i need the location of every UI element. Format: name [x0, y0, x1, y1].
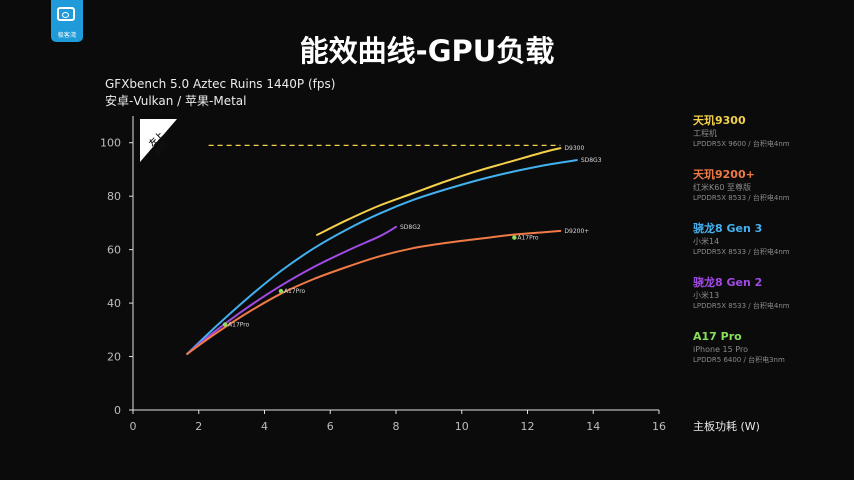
legend-item: 骁龙8 Gen 3 小米14 LPDDR5X 8533 / 台积电4nm	[693, 222, 851, 276]
badge-triangle	[140, 119, 177, 162]
x-tick-label: 4	[261, 420, 268, 433]
series-line-d9300	[316, 147, 562, 236]
x-tick-label: 16	[652, 420, 666, 433]
legend-item-name: 天玑9300	[693, 114, 746, 127]
series-line-d9200	[186, 229, 562, 355]
legend-item-name: 天玑9200+	[693, 168, 755, 181]
y-tick-label: 100	[100, 137, 121, 150]
legend-item: 天玑9300 工程机 LPDDR5X 9600 / 台积电4nm	[693, 114, 851, 168]
legend-item-spec: LPDDR5X 8533 / 台积电4nm	[693, 248, 790, 256]
page-title: 能效曲线-GPU负载	[299, 34, 555, 68]
legend-item-spec: LPDDR5 6400 / 台积电3nm	[693, 356, 785, 364]
legend-item-device: 红米K60 至尊版	[693, 183, 751, 192]
x-tick-label: 10	[455, 420, 469, 433]
a17-point	[512, 235, 517, 240]
a17-point	[222, 322, 228, 327]
series-end-label-d9200: D9200+	[564, 228, 589, 235]
series-end-label-sd8g2: SD8G2	[400, 224, 421, 231]
series-line-sd8g3	[186, 159, 578, 355]
y-tick-label: 80	[107, 190, 121, 203]
a17-point-label: A17Pro	[284, 288, 306, 295]
a17-point	[278, 288, 284, 294]
legend-item-device: iPhone 15 Pro	[693, 345, 748, 354]
legend-item-device: 小米14	[693, 237, 720, 246]
legend: 天玑9300 工程机 LPDDR5X 9600 / 台积电4nm 天玑9200+ 红米K…	[693, 114, 851, 384]
series-end-label-sd8g3: SD8G3	[581, 157, 602, 164]
a17-point-label: A17Pro	[228, 321, 250, 328]
logo: 极客湾	[51, 0, 83, 42]
legend-item: A17 Pro iPhone 15 Pro LPDDR5 6400 / 台积电3nm	[693, 330, 851, 384]
x-tick-label: 0	[130, 420, 137, 433]
chart-subtitle-benchmark: GFXbench 5.0 Aztec Ruins 1440P (fps)	[105, 77, 336, 91]
series-end-label-d9300: D9300	[564, 145, 584, 152]
series-line-sd8g2	[186, 225, 397, 355]
x-tick-label: 2	[195, 420, 202, 433]
legend-item-name: A17 Pro	[693, 330, 742, 343]
y-tick-label: 20	[107, 351, 121, 364]
camera-icon	[57, 7, 75, 21]
legend-item-device: 工程机	[693, 129, 717, 138]
a17-point-label: A17Pro	[517, 235, 539, 242]
x-tick-label: 12	[521, 420, 535, 433]
y-tick-label: 60	[107, 244, 121, 257]
x-tick-label: 8	[393, 420, 400, 433]
chart-subtitle-api: 安卓-Vulkan / 苹果-Metal	[105, 94, 247, 108]
legend-item-spec: LPDDR5X 9600 / 台积电4nm	[693, 140, 790, 148]
legend-item-name: 骁龙8 Gen 3	[693, 222, 763, 235]
legend-item-device: 小米13	[693, 291, 720, 300]
x-tick-label: 6	[327, 420, 334, 433]
legend-item-spec: LPDDR5X 8533 / 台积电4nm	[693, 302, 790, 310]
y-tick-label: 40	[107, 297, 121, 310]
legend-item-spec: LPDDR5X 8533 / 台积电4nm	[693, 194, 790, 202]
legend-item-name: 骁龙8 Gen 2	[693, 276, 763, 289]
legend-item: 骁龙8 Gen 2 小米13 LPDDR5X 8533 / 台积电4nm	[693, 276, 851, 330]
legend-item: 天玑9200+ 红米K60 至尊版 LPDDR5X 8533 / 台积电4nm	[693, 168, 851, 222]
y-tick-label: 0	[114, 404, 121, 417]
x-axis-label: 主板功耗 (W)	[693, 419, 760, 433]
x-tick-label: 14	[586, 420, 600, 433]
logo-text: 极客湾	[57, 32, 77, 39]
